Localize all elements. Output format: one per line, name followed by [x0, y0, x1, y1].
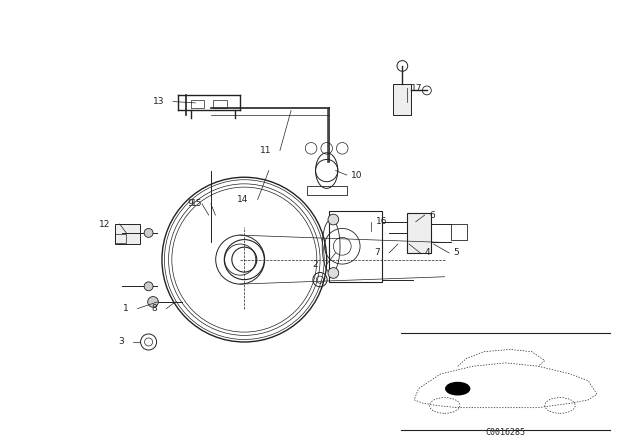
- Circle shape: [144, 282, 153, 291]
- Bar: [307, 186, 347, 195]
- Bar: [394, 84, 412, 115]
- Circle shape: [144, 228, 153, 237]
- Text: 16: 16: [376, 217, 387, 226]
- Text: 10: 10: [351, 171, 363, 180]
- Text: 9: 9: [188, 199, 193, 208]
- Text: 3: 3: [118, 337, 124, 346]
- Circle shape: [328, 214, 339, 225]
- Text: 1: 1: [123, 304, 129, 313]
- Text: C0016285: C0016285: [486, 428, 525, 437]
- Text: 5: 5: [454, 249, 460, 258]
- Text: 11: 11: [260, 146, 271, 155]
- Text: 15: 15: [191, 199, 202, 208]
- Bar: [115, 234, 126, 243]
- Text: 12: 12: [99, 220, 111, 228]
- Text: 2: 2: [312, 259, 318, 268]
- Bar: [407, 213, 431, 253]
- Text: 17: 17: [412, 84, 423, 93]
- Circle shape: [148, 297, 158, 307]
- Text: 7: 7: [374, 249, 380, 258]
- Bar: [329, 211, 382, 282]
- Text: 6: 6: [429, 211, 435, 220]
- Circle shape: [328, 267, 339, 278]
- Bar: [115, 224, 140, 244]
- Bar: [451, 224, 467, 240]
- Text: 8: 8: [152, 304, 157, 313]
- Circle shape: [445, 383, 470, 395]
- Text: 4: 4: [424, 249, 430, 258]
- Bar: [191, 100, 204, 108]
- Bar: [213, 100, 227, 108]
- Text: 13: 13: [153, 97, 164, 106]
- Text: 14: 14: [237, 195, 249, 204]
